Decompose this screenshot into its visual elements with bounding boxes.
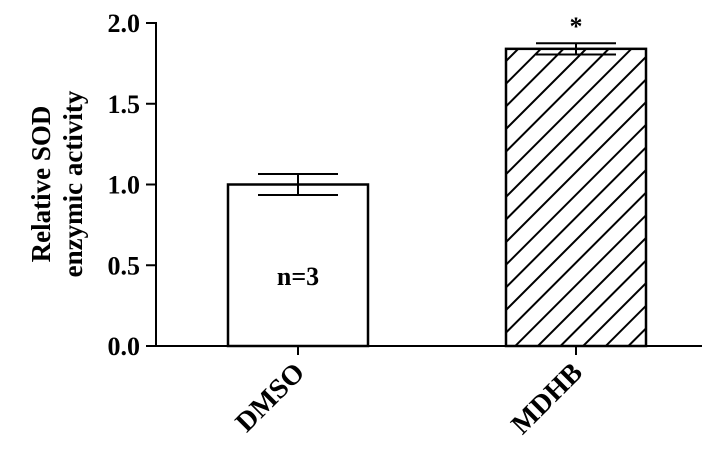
bar-mdhb bbox=[504, 47, 648, 348]
y-tick-label: 0.0 bbox=[108, 332, 141, 361]
y-tick-label: 0.5 bbox=[108, 251, 141, 280]
significance-asterisk: * bbox=[570, 12, 583, 41]
y-axis-title-line-2: enzymic activity bbox=[58, 90, 88, 277]
y-axis: 0.0 0.5 1.0 1.5 2.0 bbox=[108, 9, 157, 361]
annotations-group: n=3 * bbox=[277, 12, 583, 291]
bars-group bbox=[226, 42, 648, 348]
x-category-label: DMSO bbox=[230, 357, 311, 438]
y-tick-label: 2.0 bbox=[108, 9, 141, 38]
y-tick-label: 1.0 bbox=[108, 171, 141, 200]
y-tick-label: 1.5 bbox=[108, 90, 141, 119]
x-axis: DMSO MDHB bbox=[156, 345, 702, 441]
bar-dmso bbox=[226, 183, 370, 348]
x-category-label: MDHB bbox=[505, 357, 589, 441]
sample-size-label: n=3 bbox=[277, 262, 319, 291]
y-axis-title-line-1: Relative SOD bbox=[26, 106, 56, 263]
y-axis-title: Relative SOD enzymic activity bbox=[26, 90, 88, 277]
